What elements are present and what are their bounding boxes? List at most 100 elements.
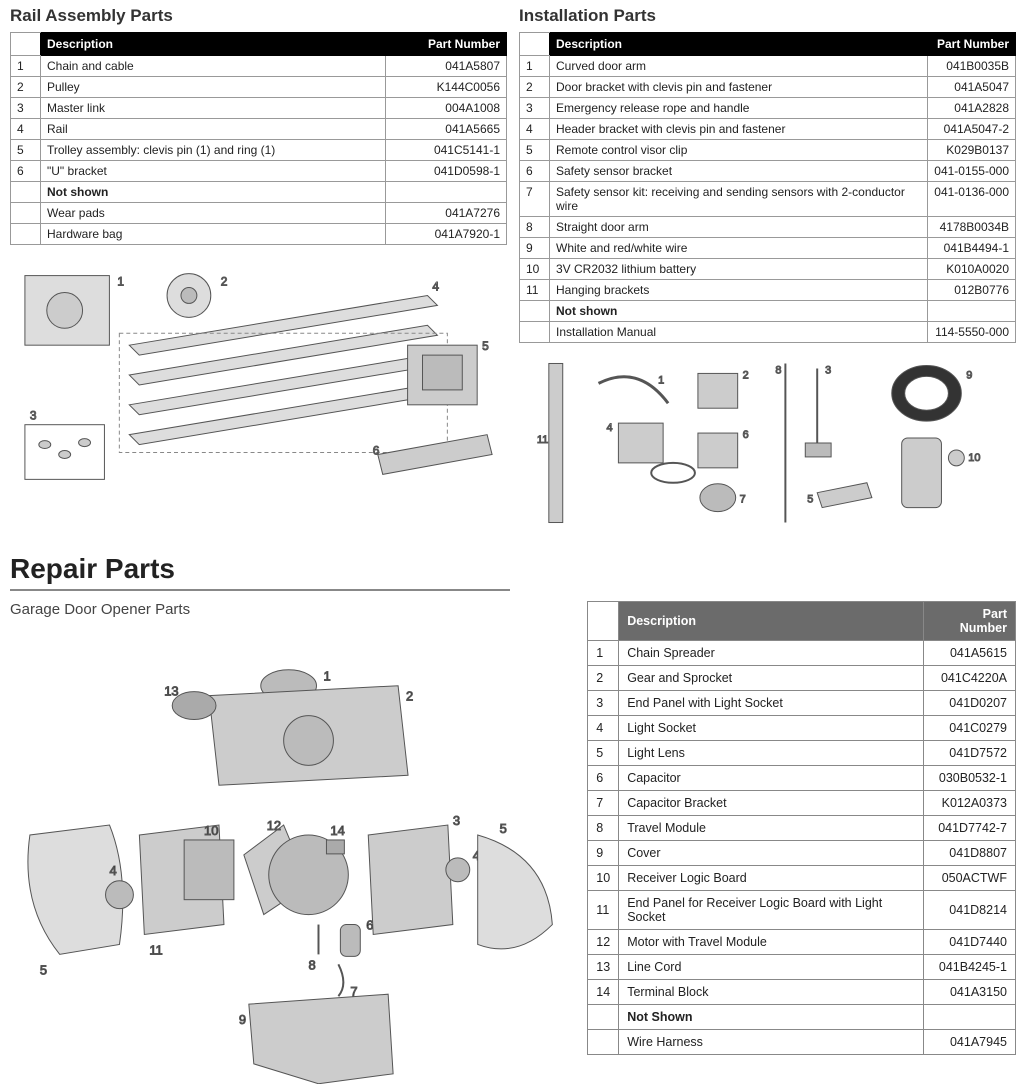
not-shown-header: Not shown xyxy=(11,182,507,203)
row-desc: Hardware bag xyxy=(41,224,386,245)
row-desc: "U" bracket xyxy=(41,161,386,182)
svg-text:1: 1 xyxy=(117,275,124,289)
row-desc: Travel Module xyxy=(619,816,924,841)
row-num: 2 xyxy=(520,77,550,98)
install-diagram: 11 1 2 4 6 7 8 3 xyxy=(519,353,1016,533)
table-row: 7Capacitor BracketK012A0373 xyxy=(588,791,1016,816)
rail-table: Description Part Number 1Chain and cable… xyxy=(10,32,507,245)
svg-text:10: 10 xyxy=(968,452,980,464)
svg-text:1: 1 xyxy=(323,669,330,684)
repair-title: Repair Parts xyxy=(10,553,1016,585)
table-row: 2Gear and Sprocket041C4220A xyxy=(588,666,1016,691)
row-desc: Capacitor xyxy=(619,766,924,791)
table-row: 14Terminal Block041A3150 xyxy=(588,980,1016,1005)
svg-text:8: 8 xyxy=(775,364,781,376)
svg-text:4: 4 xyxy=(606,422,612,434)
row-pn: 041C0279 xyxy=(924,716,1016,741)
not-shown-header: Not Shown xyxy=(588,1005,1016,1030)
row-pn: 041A2828 xyxy=(928,98,1016,119)
table-row: 5Light Lens041D7572 xyxy=(588,741,1016,766)
svg-text:5: 5 xyxy=(807,494,813,506)
divider xyxy=(10,589,510,591)
row-desc: Straight door arm xyxy=(550,217,928,238)
row-pn: 041D0207 xyxy=(924,691,1016,716)
row-pn: 041A7276 xyxy=(385,203,506,224)
row-num: 5 xyxy=(520,140,550,161)
table-row: 2PulleyK144C0056 xyxy=(11,77,507,98)
repair-section: Repair Parts Garage Door Opener Parts 1 … xyxy=(10,553,1016,1086)
table-row: 11Hanging brackets012B0776 xyxy=(520,280,1016,301)
rail-diagram: 1 2 3 4 5 xyxy=(10,255,507,495)
row-num: 4 xyxy=(520,119,550,140)
row-num: 8 xyxy=(520,217,550,238)
row-num: 5 xyxy=(588,741,619,766)
table-row: 3Master link004A1008 xyxy=(11,98,507,119)
notshown-label: Not shown xyxy=(550,301,928,322)
row-desc: Motor with Travel Module xyxy=(619,930,924,955)
row-num: 7 xyxy=(520,182,550,217)
table-row: 4Header bracket with clevis pin and fast… xyxy=(520,119,1016,140)
row-num: 6 xyxy=(588,766,619,791)
row-desc: Cover xyxy=(619,841,924,866)
row-pn: 041A5807 xyxy=(385,56,506,77)
row-num: 9 xyxy=(520,238,550,259)
row-desc: Line Cord xyxy=(619,955,924,980)
row-pn: 041A5047-2 xyxy=(928,119,1016,140)
row-desc: Safety sensor bracket xyxy=(550,161,928,182)
col-num xyxy=(588,602,619,641)
row-pn: 041D7572 xyxy=(924,741,1016,766)
svg-text:4: 4 xyxy=(110,863,117,878)
svg-text:2: 2 xyxy=(221,275,228,289)
row-num: 10 xyxy=(520,259,550,280)
row-pn: 041B4494-1 xyxy=(928,238,1016,259)
table-row: 12Motor with Travel Module041D7440 xyxy=(588,930,1016,955)
row-pn: 041-0136-000 xyxy=(928,182,1016,217)
svg-text:5: 5 xyxy=(40,962,47,977)
col-desc: Description xyxy=(41,33,386,56)
row-num: 12 xyxy=(588,930,619,955)
notshown-label: Not shown xyxy=(41,182,386,203)
col-desc: Description xyxy=(550,33,928,56)
table-row: 5Trolley assembly: clevis pin (1) and ri… xyxy=(11,140,507,161)
row-desc: Light Lens xyxy=(619,741,924,766)
col-pn: Part Number xyxy=(385,33,506,56)
svg-text:2: 2 xyxy=(743,369,749,381)
table-row: 6"U" bracket041D0598-1 xyxy=(11,161,507,182)
table-row: 10Receiver Logic Board050ACTWF xyxy=(588,866,1016,891)
table-row: 5Remote control visor clipK029B0137 xyxy=(520,140,1016,161)
svg-text:13: 13 xyxy=(164,684,178,699)
row-num: 13 xyxy=(588,955,619,980)
table-row: 4Light Socket041C0279 xyxy=(588,716,1016,741)
col-desc: Description xyxy=(619,602,924,641)
row-desc: Chain and cable xyxy=(41,56,386,77)
table-row: 9Cover041D8807 xyxy=(588,841,1016,866)
row-pn: 004A1008 xyxy=(385,98,506,119)
row-desc: Trolley assembly: clevis pin (1) and rin… xyxy=(41,140,386,161)
notshown-label: Not Shown xyxy=(619,1005,924,1030)
row-desc: Wear pads xyxy=(41,203,386,224)
row-pn: 041B4245-1 xyxy=(924,955,1016,980)
row-num: 2 xyxy=(588,666,619,691)
row-desc: Wire Harness xyxy=(619,1030,924,1055)
table-row: 1Chain and cable041A5807 xyxy=(11,56,507,77)
row-pn: 030B0532-1 xyxy=(924,766,1016,791)
svg-text:9: 9 xyxy=(239,1012,246,1027)
svg-text:9: 9 xyxy=(966,369,972,381)
row-desc: Receiver Logic Board xyxy=(619,866,924,891)
not-shown-header: Not shown xyxy=(520,301,1016,322)
svg-text:3: 3 xyxy=(825,364,831,376)
row-num: 9 xyxy=(588,841,619,866)
svg-text:8: 8 xyxy=(309,957,316,972)
row-num: 6 xyxy=(520,161,550,182)
row-pn: K012A0373 xyxy=(924,791,1016,816)
row-num: 2 xyxy=(11,77,41,98)
row-num: 1 xyxy=(11,56,41,77)
table-row: 103V CR2032 lithium batteryK010A0020 xyxy=(520,259,1016,280)
row-pn: 012B0776 xyxy=(928,280,1016,301)
svg-text:3: 3 xyxy=(30,409,37,423)
row-desc: End Panel with Light Socket xyxy=(619,691,924,716)
row-pn: 050ACTWF xyxy=(924,866,1016,891)
row-desc: 3V CR2032 lithium battery xyxy=(550,259,928,280)
table-row: Wire Harness041A7945 xyxy=(588,1030,1016,1055)
table-row: 6Capacitor030B0532-1 xyxy=(588,766,1016,791)
